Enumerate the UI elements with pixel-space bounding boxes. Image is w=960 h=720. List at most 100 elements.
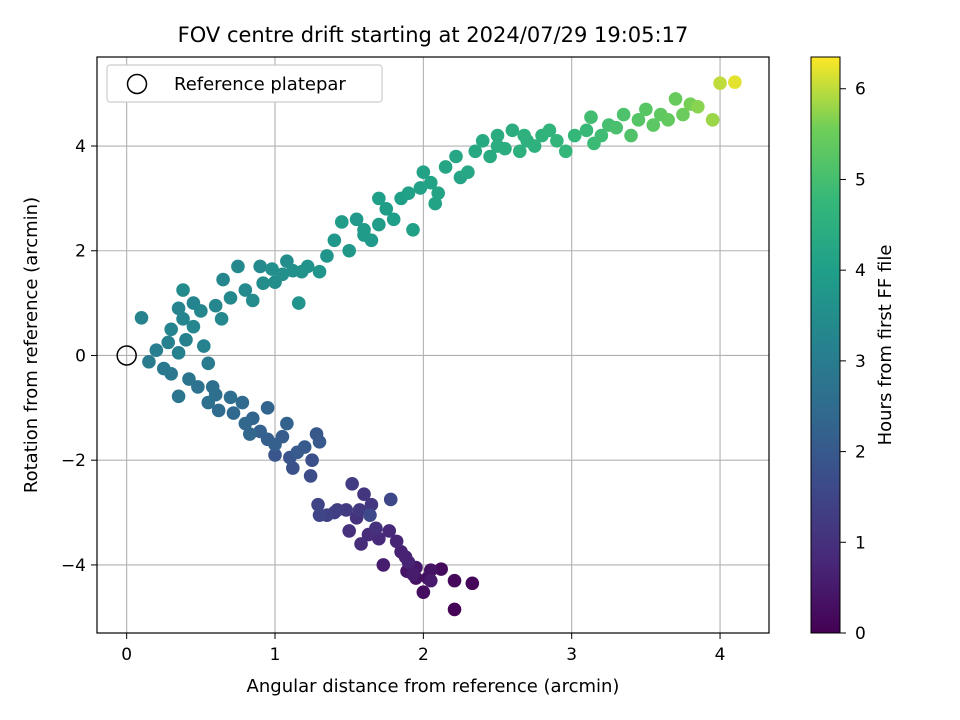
data-point <box>661 113 675 127</box>
data-point <box>312 508 327 522</box>
data-point <box>372 217 386 232</box>
data-point <box>216 272 230 287</box>
y-tick-label: −2 <box>61 451 86 471</box>
data-point <box>676 107 690 122</box>
colorbar-tick-label: 3 <box>855 352 866 372</box>
data-point <box>461 165 475 179</box>
x-tick-label: 4 <box>715 645 726 665</box>
x-axis-label: Angular distance from reference (arcmin) <box>247 676 620 697</box>
data-point <box>186 319 201 334</box>
data-point <box>164 322 178 337</box>
data-point <box>357 228 371 242</box>
colorbar-tick-label: 1 <box>855 533 866 553</box>
data-point <box>171 389 186 404</box>
data-point <box>413 181 428 195</box>
data-point <box>320 249 334 263</box>
data-point <box>253 424 267 439</box>
data-point <box>231 259 245 274</box>
data-point <box>208 298 223 313</box>
data-point <box>705 113 720 127</box>
data-point <box>242 427 257 441</box>
colorbar-tick-label: 0 <box>855 624 866 644</box>
data-point <box>423 175 438 190</box>
data-point <box>423 563 438 577</box>
legend-label-reference-platepar: Reference platepar <box>174 74 346 95</box>
x-tick-label: 1 <box>270 645 281 665</box>
data-point <box>256 276 270 291</box>
data-point <box>558 144 573 159</box>
data-point <box>505 123 520 138</box>
colorbar-tick-label: 5 <box>855 170 866 190</box>
colorbar: 0 1 2 3 4 5 6 Hours from first FF file <box>810 56 896 644</box>
data-point <box>305 453 319 468</box>
y-tick-label: 2 <box>75 242 86 262</box>
data-point <box>542 123 557 138</box>
y-tick-label: 0 <box>75 346 86 366</box>
data-point <box>483 149 497 164</box>
data-point <box>327 233 342 248</box>
legend: Reference platepar <box>106 64 383 103</box>
data-point <box>465 576 480 591</box>
data-point <box>223 390 238 405</box>
data-point <box>300 259 315 274</box>
data-point <box>639 102 653 117</box>
data-point <box>527 139 542 153</box>
data-points <box>134 75 742 617</box>
data-point <box>517 128 532 143</box>
data-point <box>235 395 250 410</box>
data-point <box>401 186 416 200</box>
data-point <box>406 567 420 582</box>
data-point <box>176 312 190 326</box>
data-point <box>334 215 349 229</box>
data-point <box>303 469 318 483</box>
data-point <box>379 202 394 216</box>
colorbar-label: Hours from first FF file <box>875 245 896 446</box>
data-point <box>211 403 226 418</box>
data-point <box>214 312 229 326</box>
data-point <box>376 558 391 572</box>
data-point <box>624 128 638 143</box>
y-tick-label: 4 <box>75 137 86 157</box>
data-point <box>345 476 359 491</box>
data-point <box>364 497 379 512</box>
data-point <box>268 448 282 462</box>
data-point <box>260 401 275 415</box>
data-point <box>290 445 305 460</box>
colorbar-tick-label: 2 <box>855 443 866 463</box>
data-point <box>349 212 364 227</box>
data-point <box>156 361 171 376</box>
data-point <box>646 118 661 132</box>
data-point <box>609 120 624 135</box>
chart-title: FOV centre drift starting at 2024/07/29 … <box>178 23 689 47</box>
reference-marker <box>116 345 137 366</box>
data-point <box>197 339 211 353</box>
data-point <box>447 573 462 588</box>
data-point <box>369 521 383 536</box>
colorbar-tick-label: 4 <box>855 261 866 281</box>
data-point <box>468 144 483 159</box>
data-point <box>438 160 453 174</box>
colorbar-gradient <box>810 56 841 634</box>
data-point <box>201 356 216 371</box>
data-point <box>579 123 594 138</box>
data-point <box>631 113 646 127</box>
data-point <box>372 531 386 546</box>
data-point <box>352 503 367 517</box>
data-point <box>389 534 404 549</box>
data-point <box>372 191 386 206</box>
data-point <box>401 555 416 570</box>
data-point <box>226 406 241 420</box>
data-point <box>363 508 377 522</box>
legend-reference-marker-icon <box>126 73 148 95</box>
data-point <box>690 99 705 114</box>
data-point <box>713 76 727 90</box>
data-point <box>449 149 463 164</box>
data-point <box>171 301 186 316</box>
data-point <box>291 296 306 310</box>
data-point <box>428 196 443 211</box>
data-point <box>475 133 490 148</box>
colorbar-tick-label: 6 <box>855 80 866 100</box>
data-point <box>357 487 371 502</box>
data-point <box>342 243 356 258</box>
data-point <box>416 585 431 599</box>
